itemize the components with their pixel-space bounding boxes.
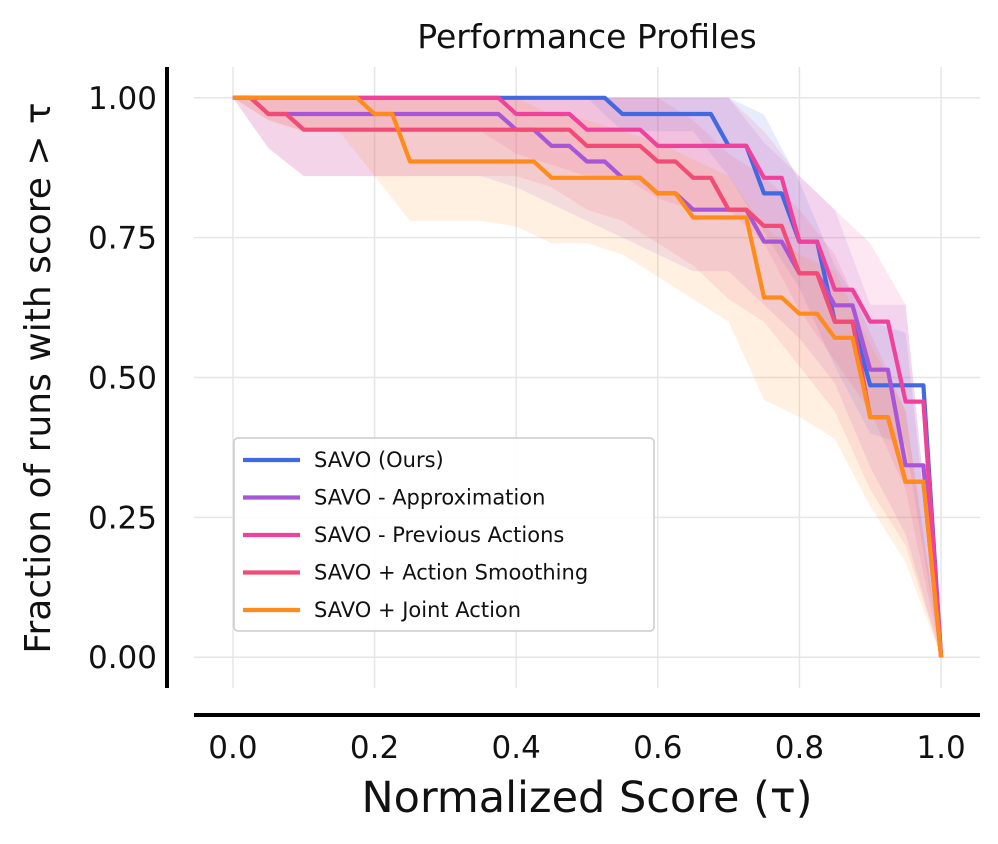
- y-tick-label: 1.00: [88, 81, 157, 117]
- y-tick-labels: 0.00 0.25 0.50 0.75 1.00: [88, 81, 157, 676]
- x-tick-labels: 0.0 0.2 0.4 0.6 0.8 1.0: [208, 730, 965, 766]
- x-tick-label: 0.4: [492, 730, 541, 766]
- x-tick-label: 0.6: [633, 730, 682, 766]
- legend: SAVO (Ours) SAVO - Approximation SAVO - Pr…: [233, 437, 655, 632]
- x-tick-label: 0.0: [208, 730, 257, 766]
- y-tick-label: 0.50: [88, 361, 157, 397]
- x-tick-label: 0.2: [350, 730, 399, 766]
- legend-entry-label: SAVO (Ours): [314, 448, 444, 472]
- x-axis-label: Normalized Score (τ): [361, 773, 812, 823]
- chart-title: Performance Profiles: [417, 17, 756, 56]
- y-axis-label: Fraction of runs with score > τ: [18, 102, 59, 653]
- legend-entry-label: SAVO + Action Smoothing: [314, 561, 588, 585]
- series-line-3: [232, 95, 944, 658]
- legend-entry-label: SAVO - Previous Actions: [314, 523, 564, 547]
- x-tick-label: 0.8: [775, 730, 824, 766]
- x-tick-label: 1.0: [916, 730, 965, 766]
- series-lines: [232, 95, 944, 658]
- legend-entry-label: SAVO + Joint Action: [314, 598, 521, 622]
- series-line-4: [232, 95, 944, 658]
- legend-box: [233, 437, 655, 632]
- y-tick-label: 0.75: [88, 221, 157, 257]
- y-tick-label: 0.00: [88, 640, 157, 676]
- series-line-2: [232, 95, 944, 658]
- legend-entry-label: SAVO - Approximation: [314, 486, 545, 510]
- y-tick-label: 0.25: [88, 500, 157, 536]
